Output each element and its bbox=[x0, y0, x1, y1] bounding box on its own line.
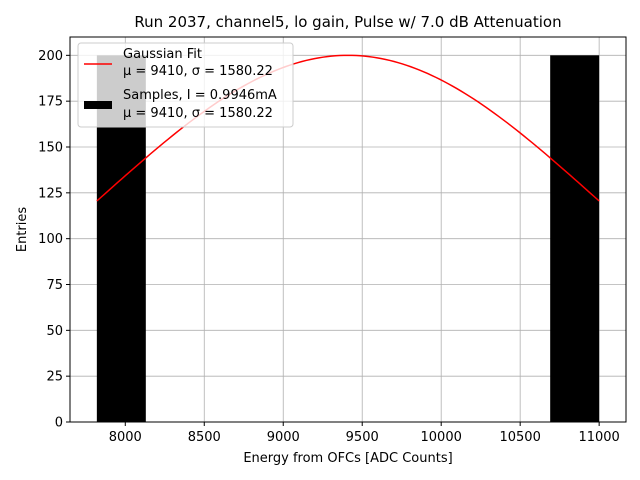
histogram-bar bbox=[550, 55, 600, 422]
y-tick-label: 175 bbox=[38, 95, 63, 110]
legend-label: Samples, I = 0.9946mA bbox=[123, 88, 277, 103]
x-tick-label: 11000 bbox=[578, 430, 619, 445]
legend-patch-swatch bbox=[84, 101, 112, 109]
legend-stats: μ = 9410, σ = 1580.22 bbox=[123, 64, 273, 79]
x-tick-label: 10000 bbox=[421, 430, 462, 445]
y-tick-label: 50 bbox=[46, 324, 63, 339]
y-tick-label: 150 bbox=[38, 141, 63, 156]
y-axis-label: Entries bbox=[15, 207, 30, 253]
x-tick-label: 8500 bbox=[188, 430, 221, 445]
y-tick-label: 75 bbox=[46, 278, 63, 293]
legend-label: Gaussian Fit bbox=[123, 47, 202, 62]
chart-title: Run 2037, channel5, lo gain, Pulse w/ 7.… bbox=[134, 13, 561, 31]
plot-frame bbox=[69, 36, 627, 423]
y-tick-label: 25 bbox=[46, 370, 63, 385]
gaussian-fit bbox=[96, 54, 600, 202]
legend: Gaussian Fit μ = 9410, σ = 1580.22 Samples… bbox=[77, 42, 294, 128]
x-tick-label: 9500 bbox=[346, 430, 379, 445]
x-tick-label: 9000 bbox=[267, 430, 300, 445]
y-axis-ticks: 0 25 50 75 100 125 150 175 200 bbox=[38, 49, 70, 431]
legend-stats: μ = 9410, σ = 1580.22 bbox=[123, 106, 273, 121]
x-axis-label: Energy from OFCs [ADC Counts] bbox=[243, 451, 452, 466]
gaussian-fit-line bbox=[96, 54, 600, 202]
legend-box bbox=[77, 42, 294, 128]
y-tick-label: 125 bbox=[38, 186, 63, 201]
x-tick-label: 10500 bbox=[499, 430, 540, 445]
x-tick-label: 8000 bbox=[109, 430, 142, 445]
x-axis-ticks: 8000 8500 9000 9500 10000 10500 11000 bbox=[109, 422, 620, 445]
y-tick-label: 0 bbox=[55, 416, 63, 431]
y-tick-label: 200 bbox=[38, 49, 63, 64]
y-tick-label: 100 bbox=[38, 232, 63, 247]
grid bbox=[70, 37, 626, 423]
